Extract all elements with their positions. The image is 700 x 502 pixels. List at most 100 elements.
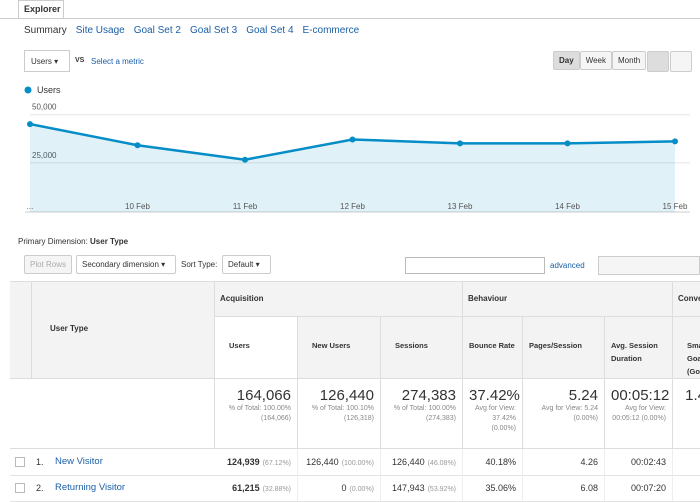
cell-pct: (53.92%) — [427, 486, 456, 493]
column-header: Users — [215, 317, 298, 379]
row-cell: 126,440 (100.00%) — [298, 449, 381, 475]
total-note: % of Total: 100.00% (164,066) — [228, 405, 291, 422]
column-header: Pages/Session — [523, 317, 605, 379]
cell-value: 40.18% — [485, 457, 516, 467]
column-header: New Users — [298, 317, 381, 379]
vs: VS — [75, 57, 85, 64]
cell-value: 0 — [341, 483, 347, 493]
chart: 25,000 50,000 Users... 10 Feb 11 Feb 12 Feb 13… — [24, 85, 690, 213]
checkbox — [15, 483, 25, 493]
view-buttons[interactable] — [598, 256, 700, 275]
cell-value: 4.26 — [580, 457, 598, 467]
header-cell — [10, 282, 32, 379]
point — [242, 156, 248, 163]
secondary[interactable]: Secondary dimension ▾ — [76, 255, 176, 274]
x-tick-label: 14 Feb — [555, 202, 580, 211]
motion-chart-btn[interactable] — [670, 51, 692, 72]
subtab[interactable]: Site Usage — [75, 25, 125, 36]
total-cell: 164,066% of Total: 100.00% (164,066) — [215, 379, 298, 449]
row-cell: 61,215 (32.88%) — [215, 475, 298, 501]
cell-value: 126,440 — [392, 457, 425, 467]
row-cell: 124,939 (67.12%) — [215, 449, 298, 475]
cell-value: 6.08 — [580, 483, 598, 493]
y-tick-label: 50,000 — [32, 103, 57, 112]
period[interactable]: Week — [579, 51, 612, 70]
period[interactable]: Day — [553, 51, 580, 70]
line-chart-btn[interactable] — [647, 51, 669, 72]
total-value: 274,383 — [401, 387, 456, 404]
cell-value: 124,939 — [227, 457, 260, 467]
legend-label: Users — [37, 85, 61, 95]
subtab[interactable]: Goal Set 2 — [133, 25, 181, 36]
period[interactable]: Month — [612, 51, 647, 70]
cell-pct: (100.00%) — [341, 460, 374, 467]
column-header: Avg. Session Duration — [605, 317, 673, 379]
subtabs: Summary Site Usage Goal Set 2 Goal Set 3 Goa… — [24, 25, 368, 36]
total-value: 00:05:12 — [611, 387, 670, 404]
total-cell: 00:05:12 Avg for View: 00:05:12 (0.00%) — [605, 379, 673, 449]
advanced[interactable]: advanced — [550, 261, 585, 270]
total-cell: 37.42% Avg for View: 37.42% (0.00%) — [463, 379, 523, 449]
row-name[interactable]: New Visitor — [55, 456, 103, 467]
sort-text: Default — [228, 260, 254, 269]
row-index: 2. — [36, 483, 44, 493]
plot-rows[interactable]: Plot Rows — [24, 255, 73, 274]
row-index: 1. — [36, 457, 44, 467]
subtab[interactable]: Goal Set 4 — [246, 25, 294, 36]
tab[interactable]: Explorer — [18, 0, 64, 18]
metric-select[interactable]: Users ▾ — [24, 50, 70, 72]
total-cell: 1.4 — [673, 379, 700, 449]
secondary-text: Secondary dimension — [82, 260, 159, 269]
dimension-header: User Type — [32, 282, 215, 379]
total-note: Avg for View: 37.42% (0.00%) — [475, 405, 516, 432]
cell-pct: (46.08%) — [427, 460, 456, 467]
sort[interactable]: Default ▾ — [222, 255, 271, 274]
row-cell: 147,943 (53.92%) — [381, 475, 463, 501]
total-value: 164,066 — [236, 387, 291, 404]
row-cell: 40.18% — [463, 449, 523, 475]
row-name[interactable]: Returning Visitor — [55, 482, 126, 493]
cell-value: 147,943 — [392, 483, 425, 493]
row-line — [10, 475, 700, 476]
total-value: 1.4 — [685, 387, 700, 404]
row-cell: 0 (0.00%) — [298, 475, 381, 501]
select-metric[interactable]: Select a metric — [91, 57, 144, 66]
cell-value: 35.06% — [485, 483, 516, 493]
total-value: 37.42% — [469, 387, 520, 404]
row-cell: 00:07:20 — [605, 475, 673, 501]
x-tick-label: 10 Feb — [125, 202, 150, 211]
cell-pct: (32.88%) — [262, 486, 291, 493]
column-header: Smart Goals (Goal Conversion Rate) — [673, 317, 700, 379]
sort-label: Sort Type: — [181, 260, 218, 269]
total-note: % of Total: 100.00% (274,383) — [393, 405, 456, 422]
cell-value: 00:07:20 — [630, 483, 666, 493]
pd-label: Primary Dimension: — [18, 237, 88, 246]
row-cell: 4.26 — [523, 449, 605, 475]
group-header: Conve — [673, 282, 700, 317]
point — [564, 140, 571, 147]
table: User TypeAcquisitionBehaviourConveUsersN… — [10, 281, 700, 502]
search[interactable] — [405, 257, 545, 274]
point — [457, 140, 463, 147]
row-cell: 35.06% — [463, 475, 523, 501]
row-cell: 6.08 — [523, 475, 605, 501]
total-value: 126,440 — [319, 387, 374, 404]
metric: Users — [31, 57, 52, 66]
point — [27, 121, 33, 128]
point — [672, 138, 678, 145]
tab-line — [0, 18, 700, 19]
y-tick-label: 25,000 — [32, 151, 57, 160]
subtab[interactable]: Summary — [24, 25, 67, 36]
point — [134, 142, 141, 149]
cell-value: 126,440 — [306, 457, 339, 467]
total-note: % of Total: 100.10% (126,318) — [311, 405, 374, 422]
total-value: 5.24 — [568, 387, 598, 404]
group-header: Acquisition — [215, 282, 463, 317]
subtab[interactable]: Goal Set 3 — [189, 25, 238, 36]
x-tick-label: 13 Feb — [448, 202, 473, 211]
x-tick-label: 12 Feb — [340, 202, 365, 211]
x-tick-label: ... — [27, 202, 34, 211]
subtab[interactable]: E-commerce — [302, 25, 360, 36]
total-note: Avg for View: 00:05:12 (0.00%) — [612, 405, 666, 422]
